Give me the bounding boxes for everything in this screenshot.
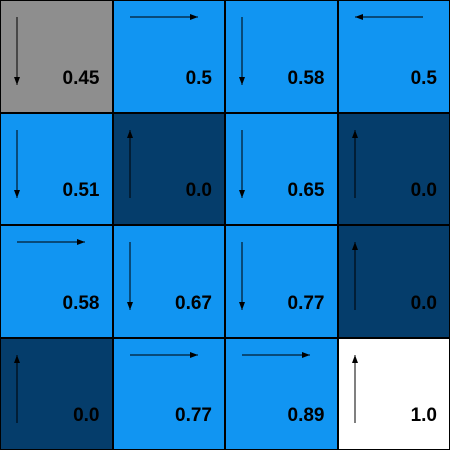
arrow-up-icon [351,354,358,423]
cell-value: 1.0 [410,405,437,426]
grid-cell-r2-c1: 0.67 [112,225,225,338]
grid-cell-r1-c3: 0.0 [337,112,450,225]
cell-value: 0.45 [62,67,100,89]
arrow-down-icon [126,242,133,310]
arrow-up-icon [351,242,358,310]
cell-value: 0.51 [62,180,100,201]
arrow-down-icon [239,242,245,310]
grid-cell-r1-c1: 0.0 [112,112,225,225]
grid-cell-r3-c0: 0.0 [0,337,113,450]
arrow-left-icon [354,14,423,20]
grid-cell-r0-c1: 0.5 [112,0,225,113]
arrow-right-icon [242,351,310,358]
arrow-right-icon [129,14,198,20]
cell-value: 0.0 [410,180,437,201]
grid-cell-r1-c2: 0.65 [225,112,338,225]
grid-cell-r0-c0: 0.45 [0,0,113,113]
cell-value: 0.58 [62,292,100,314]
arrow-down-icon [14,17,20,85]
arrow-right-icon [17,239,85,245]
cell-value: 0.0 [410,292,437,314]
grid-cell-r2-c2: 0.77 [225,225,338,338]
grid-cell-r3-c1: 0.77 [112,337,225,450]
arrow-up-icon [126,129,133,198]
grid-cell-r0-c2: 0.58 [225,0,338,113]
cell-value: 0.67 [175,292,212,314]
cell-value: 0.0 [73,405,100,426]
cell-value: 0.0 [185,180,212,201]
grid-cell-r3-c3: 1.0 [337,337,450,450]
arrow-up-icon [351,129,358,198]
cell-value: 0.77 [287,292,325,314]
cell-value: 0.5 [410,67,437,89]
grid-cell-r2-c0: 0.58 [0,225,113,338]
cell-value: 0.58 [287,67,325,89]
arrow-down-icon [239,129,245,198]
cell-value: 0.65 [287,180,325,201]
cell-value: 0.89 [287,405,325,426]
cell-value: 0.5 [185,67,212,89]
arrow-up-icon [14,354,20,423]
arrow-down-icon [239,17,245,85]
cell-value: 0.77 [175,405,212,426]
grid-cell-r0-c3: 0.5 [337,0,450,113]
arrow-down-icon [14,129,20,198]
grid-cell-r2-c3: 0.0 [337,225,450,338]
grid-cell-r1-c0: 0.51 [0,112,113,225]
grid-cell-r3-c2: 0.89 [225,337,338,450]
arrow-right-icon [129,351,198,358]
